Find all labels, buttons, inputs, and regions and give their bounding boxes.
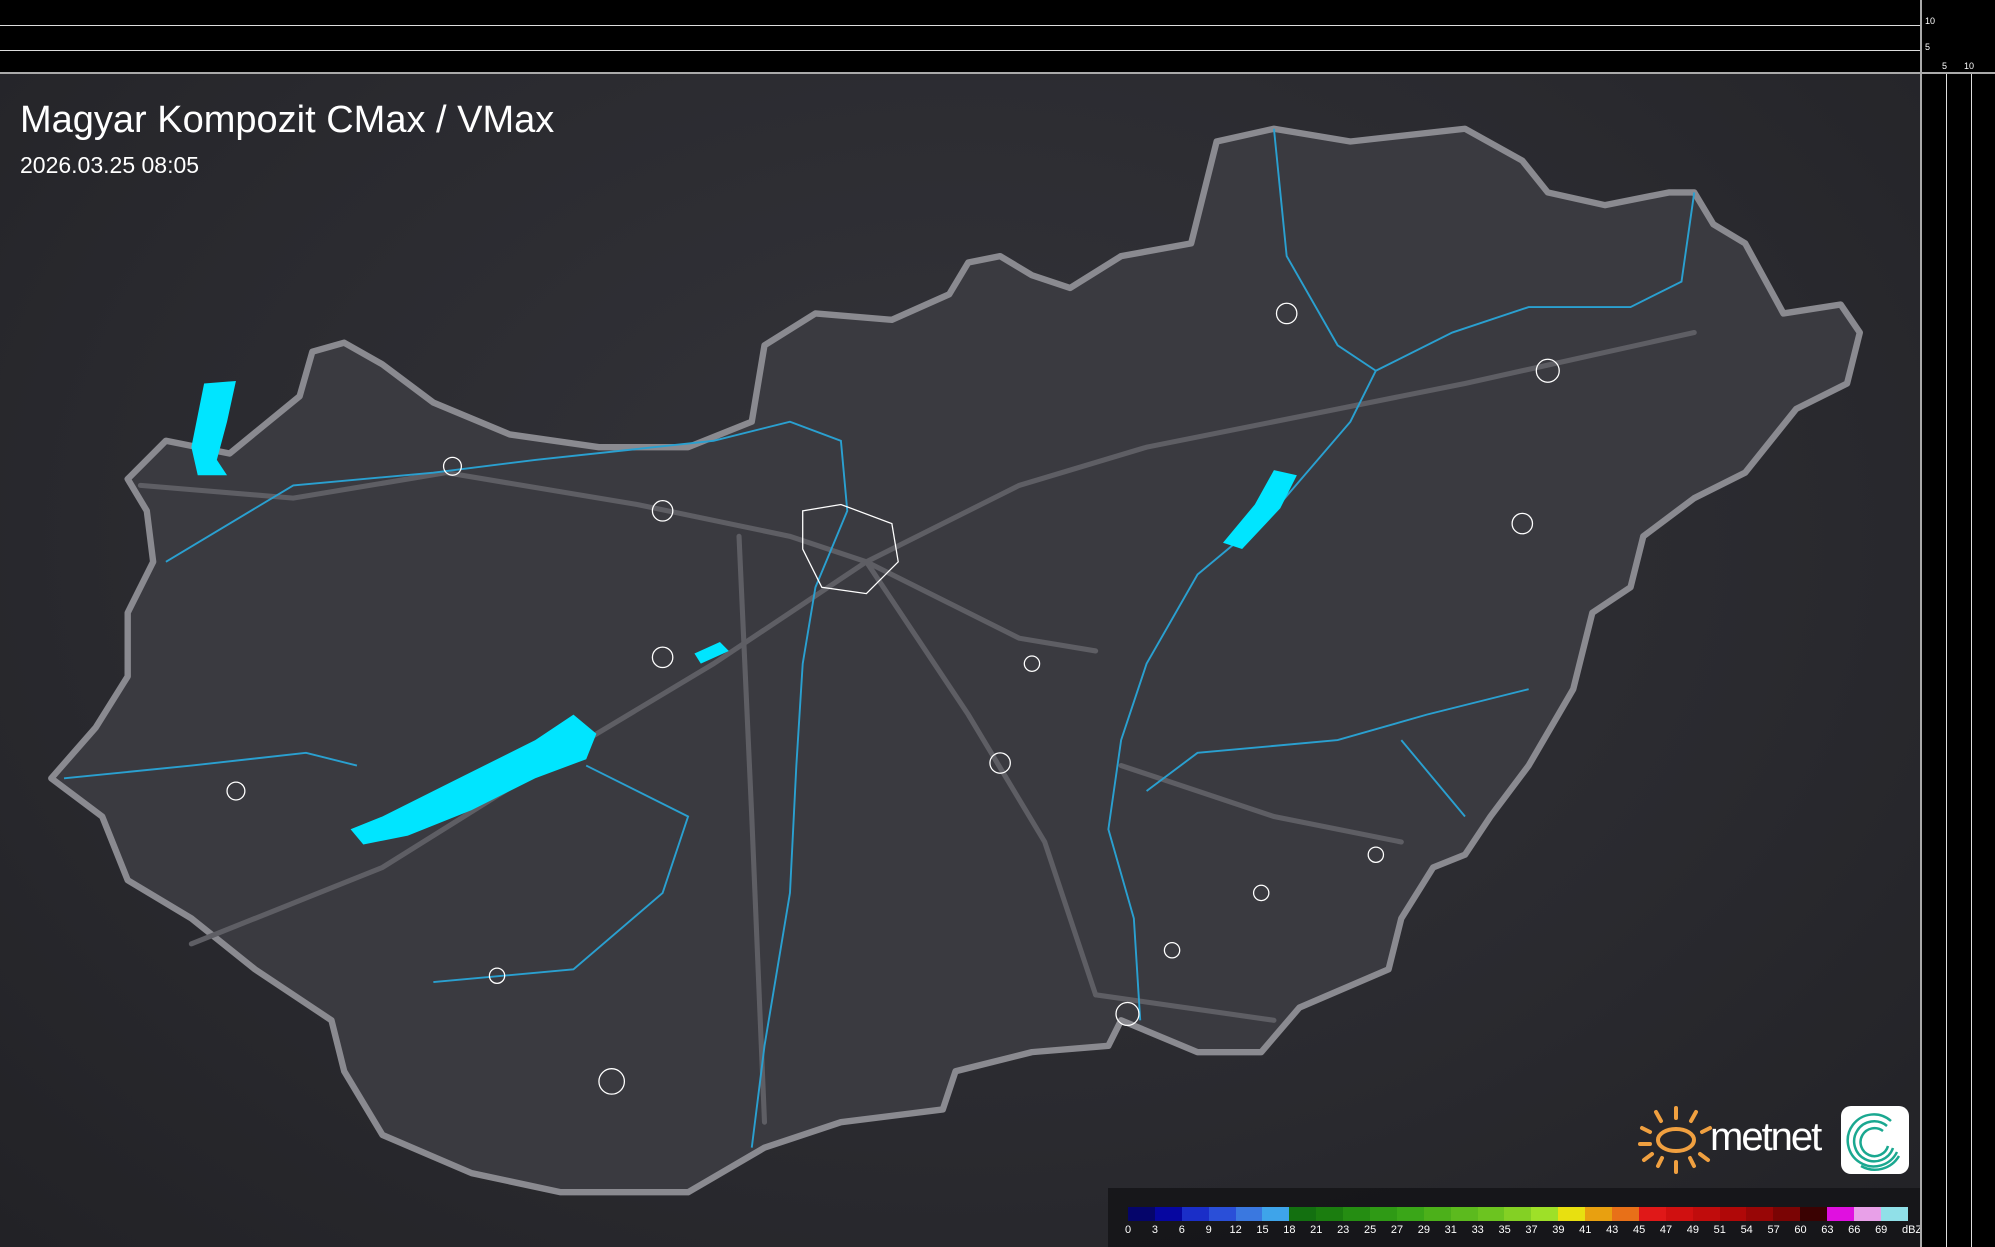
map-title: Magyar Kompozit CMax / VMax — [20, 99, 555, 141]
legend-label: 29 — [1417, 1224, 1431, 1236]
legend-label: 43 — [1606, 1224, 1619, 1236]
legend-swatch — [1504, 1207, 1532, 1221]
legend-swatch — [1692, 1207, 1720, 1221]
legend-label: 0 — [1124, 1224, 1132, 1236]
legend-swatch — [1450, 1207, 1478, 1221]
scale-line-5 — [0, 50, 1921, 51]
legend-swatch — [1316, 1207, 1344, 1221]
lakes — [191, 380, 1297, 845]
legend-label: 41 — [1579, 1224, 1592, 1236]
vertical-scale-label: 10 — [1925, 16, 1936, 26]
legend-label: 9 — [1205, 1224, 1212, 1236]
legend-swatch — [1746, 1207, 1774, 1221]
sun-logo-icon — [1638, 1106, 1712, 1174]
legend-swatch — [1531, 1207, 1559, 1221]
legend-swatch — [1396, 1207, 1424, 1221]
metnet-logo-text: metnet — [1710, 1115, 1822, 1159]
legend-label: 35 — [1498, 1224, 1511, 1236]
cities — [226, 302, 1560, 1095]
legend-label: 6 — [1178, 1224, 1185, 1236]
legend-swatch — [1154, 1207, 1182, 1221]
legend-swatch — [1585, 1207, 1613, 1221]
legend-label: 39 — [1552, 1224, 1565, 1236]
legend-swatch — [1719, 1207, 1747, 1221]
legend-label: 31 — [1444, 1224, 1457, 1236]
scale-tick-10 — [1971, 74, 1972, 1247]
scale-separator-vertical — [1920, 0, 1922, 1247]
legend-swatch — [1612, 1207, 1639, 1221]
map-timestamp: 2026.03.25 08:05 — [20, 152, 200, 178]
scale-strip — [1922, 74, 1995, 1247]
legend-swatch — [1665, 1207, 1693, 1221]
legend-label: 47 — [1659, 1224, 1673, 1236]
legend-swatch — [1343, 1207, 1371, 1221]
legend-swatch — [1181, 1207, 1209, 1221]
legend-label: 60 — [1794, 1224, 1807, 1236]
legend-label: 3 — [1151, 1224, 1158, 1236]
legend-label: 69 — [1875, 1224, 1888, 1236]
legend-swatch — [1235, 1207, 1263, 1221]
legend-label: 66 — [1848, 1224, 1861, 1236]
lake-balaton — [350, 714, 597, 845]
horizontal-scale-label: 5 — [1942, 61, 1948, 71]
spiral-icon — [1846, 1113, 1901, 1171]
rivers — [63, 128, 1696, 1148]
country-fill — [48, 125, 1863, 1196]
legend-swatch — [1558, 1207, 1586, 1221]
legend-label: 63 — [1821, 1224, 1834, 1236]
legend-unit: dBZ — [1902, 1224, 1923, 1236]
scale-line-10 — [0, 25, 1921, 26]
legend-swatch — [1370, 1207, 1397, 1221]
metnet-logo: metnet — [1636, 1104, 1911, 1176]
legend-swatch — [1880, 1207, 1908, 1221]
legend-label: 49 — [1686, 1224, 1700, 1236]
legend-swatch — [1773, 1207, 1801, 1221]
legend-label: 15 — [1256, 1224, 1269, 1236]
legend-swatch — [1289, 1207, 1317, 1221]
legend-label: 54 — [1740, 1224, 1753, 1236]
legend-swatch — [1262, 1207, 1290, 1221]
vertical-scale-label: 5 — [1925, 42, 1931, 52]
legend-label: 57 — [1767, 1224, 1780, 1236]
legend-swatch — [1208, 1207, 1236, 1221]
legend-swatch — [1800, 1207, 1828, 1221]
app-icon — [1841, 1106, 1909, 1174]
scale-band — [0, 0, 1995, 73]
lake-velence — [694, 642, 729, 664]
legend-label: 12 — [1229, 1224, 1242, 1236]
legend-label: 51 — [1713, 1224, 1726, 1236]
dbz-color-legend: 0 3 6 9 12 15 18 21 23 25 27 29 31 33 35 37 39 41 43 45 47 49… — [1108, 1188, 1922, 1247]
radar-map: Magyar Kompozit CMax / VMax 2026.03.25 0… — [0, 74, 1922, 1247]
legend-swatch — [1477, 1207, 1505, 1221]
legend-label: 25 — [1363, 1224, 1377, 1236]
legend-labels: 0 3 6 9 12 15 18 21 23 25 27 29 31 33 35 37 39 41 43 45 47 49… — [1124, 1224, 1928, 1238]
legend-swatches — [1128, 1207, 1908, 1221]
legend-label: 37 — [1525, 1224, 1538, 1236]
scale-separator-horizontal — [0, 72, 1995, 74]
scale-tick-5 — [1946, 74, 1947, 1247]
legend-label: 33 — [1471, 1224, 1484, 1236]
lake-ferto — [191, 380, 236, 476]
legend-label: 27 — [1390, 1224, 1404, 1236]
legend-label: 21 — [1310, 1224, 1323, 1236]
legend-label: 45 — [1632, 1224, 1646, 1236]
legend-swatch — [1638, 1207, 1666, 1221]
legend-swatch — [1854, 1207, 1881, 1221]
hungary-map — [48, 125, 1863, 1196]
legend-label: 18 — [1283, 1224, 1296, 1236]
legend-swatch — [1128, 1207, 1155, 1221]
legend-swatch — [1827, 1207, 1855, 1221]
horizontal-scale-label: 10 — [1964, 61, 1975, 71]
legend-swatch — [1423, 1207, 1451, 1221]
lake-tisza — [1223, 470, 1297, 550]
legend-label: 23 — [1337, 1224, 1350, 1236]
